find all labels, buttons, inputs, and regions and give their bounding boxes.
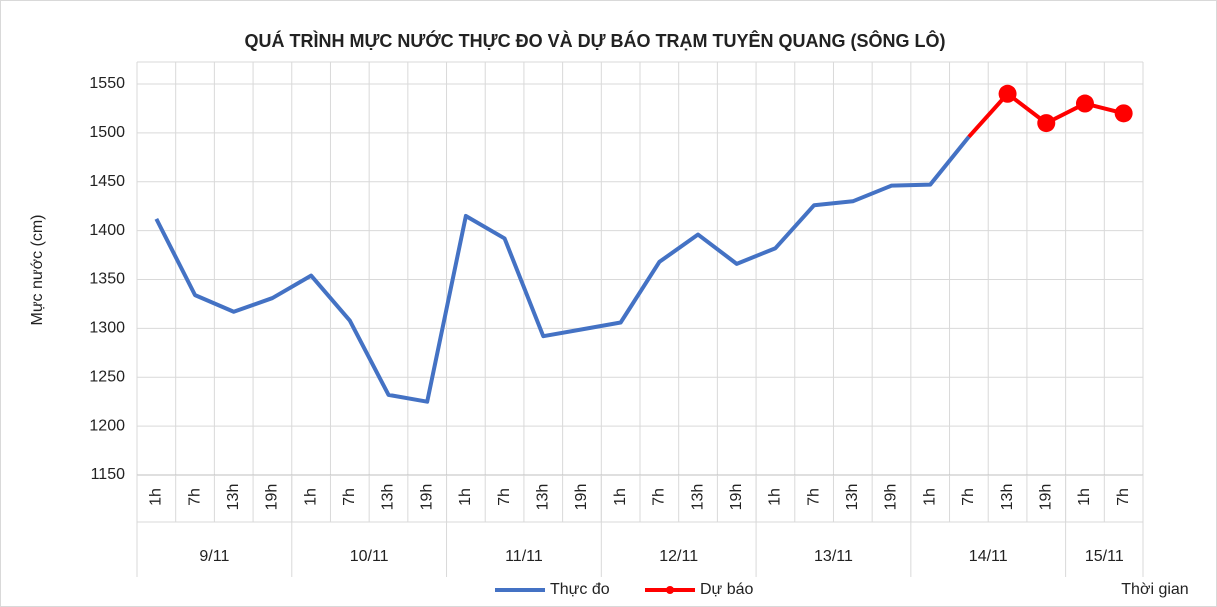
x-tick-label: 7h [496,488,513,506]
x-tick-label: 7h [960,488,977,506]
series-line [154,135,971,404]
x-tick-label: 1h [612,488,629,506]
x-tick-label: 13h [534,484,551,511]
x-axis-title: Thời gian [1121,581,1188,598]
x-tick-label: 1h [921,488,938,506]
x-tick-label: 7h [805,488,822,506]
chart-title: QUÁ TRÌNH MỰC NƯỚC THỰC ĐO VÀ DỰ BÁO TRẠ… [244,30,945,51]
legend-marker [666,586,674,594]
y-tick-label: 1400 [89,222,125,239]
x-tick-label: 13h [380,484,397,511]
legend-label: Dự báo [700,581,754,598]
x-tick-label: 1h [767,488,784,506]
group-label: 10/11 [350,548,389,565]
x-tick-label: 19h [1037,484,1054,511]
group-label: 9/11 [199,548,229,565]
x-tick-label: 1h [457,488,474,506]
x-tick-label: 19h [728,484,745,511]
x-tick-label: 19h [883,484,900,511]
group-label: 15/11 [1085,548,1124,565]
y-tick-label: 1350 [89,271,125,288]
x-tick-label: 7h [341,488,358,506]
y-tick-label: 1500 [89,124,125,141]
y-tick-label: 1550 [89,75,125,92]
x-tick-label: 13h [999,484,1016,511]
x-tick-label: 19h [418,484,435,511]
x-tick-label: 1h [302,488,319,506]
group-label: 12/11 [659,548,698,565]
marker [1037,114,1056,133]
marker [1075,94,1094,113]
x-tick-label: 13h [689,484,706,511]
x-tick-label: 7h [186,488,203,506]
marker [998,84,1017,103]
x-tick-label: 19h [573,484,590,511]
marker [1114,104,1133,123]
y-tick-label: 1200 [89,417,125,434]
y-tick-label: 1450 [89,173,125,190]
y-axis-title: Mực nước (cm) [29,214,46,325]
group-label: 13/11 [814,548,853,565]
x-tick-label: 13h [844,484,861,511]
x-tick-label: 7h [651,488,668,506]
x-tick-label: 13h [225,484,242,511]
y-tick-label: 1300 [89,320,125,337]
y-tick-label: 1250 [89,368,125,385]
legend-label: Thực đo [550,581,610,598]
group-label: 14/11 [969,548,1008,565]
group-label: 11/11 [505,548,543,565]
x-tick-label: 7h [1115,488,1132,506]
x-tick-label: 19h [264,484,281,511]
x-tick-label: 1h [1076,488,1093,506]
y-tick-label: 1150 [91,466,126,483]
x-tick-label: 1h [148,488,165,506]
